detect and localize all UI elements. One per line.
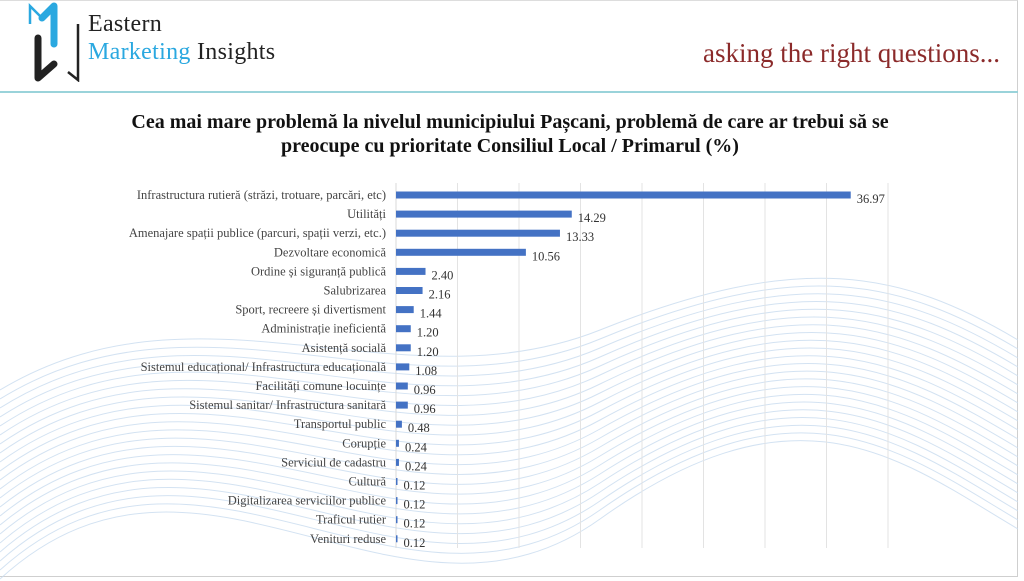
bar bbox=[396, 325, 411, 333]
logo-word-marketing: Marketing bbox=[88, 39, 191, 65]
bar bbox=[396, 267, 426, 275]
data-label: 0.96 bbox=[414, 402, 436, 416]
data-label: 0.24 bbox=[405, 440, 428, 454]
bar bbox=[396, 516, 398, 524]
data-label: 36.97 bbox=[857, 192, 885, 206]
bar bbox=[396, 535, 398, 543]
category-label: Corupție bbox=[342, 436, 386, 450]
category-label: Sistemul educațional/ Infrastructura edu… bbox=[141, 360, 387, 374]
data-label: 2.16 bbox=[429, 288, 451, 302]
decorative-waves bbox=[0, 277, 1018, 580]
bar bbox=[396, 401, 408, 409]
bar bbox=[396, 210, 572, 218]
category-label: Utilități bbox=[347, 207, 386, 221]
bar bbox=[396, 287, 423, 294]
category-label: Infrastructura rutieră (străzi, trotuare… bbox=[137, 188, 386, 202]
data-label: 0.12 bbox=[404, 479, 426, 493]
data-label: 0.96 bbox=[414, 383, 436, 397]
category-label: Sistemul sanitar/ Infrastructura sanitar… bbox=[189, 398, 386, 412]
data-label: 0.12 bbox=[404, 517, 426, 531]
bar bbox=[396, 306, 414, 314]
bar bbox=[396, 344, 411, 352]
data-label: 0.12 bbox=[404, 536, 426, 550]
data-label: 0.12 bbox=[404, 498, 426, 512]
logo-icon bbox=[28, 2, 80, 82]
bar bbox=[396, 478, 398, 485]
bar bbox=[396, 191, 851, 199]
bar bbox=[396, 420, 402, 428]
logo-text: Eastern Marketing Insights bbox=[88, 10, 275, 66]
data-label: 10.56 bbox=[532, 249, 560, 263]
data-label: 1.20 bbox=[417, 326, 439, 340]
chart-title-line2: preocupe cu prioritate Consiliul Local /… bbox=[281, 135, 739, 157]
logo-word-insights: Insights bbox=[197, 39, 276, 65]
category-label: Cultură bbox=[349, 475, 387, 489]
category-label: Salubrizarea bbox=[324, 284, 387, 298]
bar bbox=[396, 439, 399, 447]
header-divider bbox=[0, 91, 1018, 93]
category-label: Amenajare spații publice (parcuri, spați… bbox=[129, 226, 386, 240]
bar bbox=[396, 248, 526, 256]
category-label: Ordine și siguranță publică bbox=[251, 264, 386, 278]
category-label: Sport, recreere și divertisment bbox=[235, 303, 386, 317]
category-label: Administrație ineficientă bbox=[261, 322, 386, 336]
chart-title: Cea mai mare problemă la nivelul municip… bbox=[40, 110, 980, 158]
bar bbox=[396, 363, 410, 371]
data-label: 1.44 bbox=[420, 307, 443, 321]
data-label: 1.20 bbox=[417, 345, 439, 359]
bar bbox=[396, 458, 399, 466]
category-label: Facilități comune locuințe bbox=[255, 379, 386, 393]
bar bbox=[396, 229, 560, 237]
logo-line1: Eastern bbox=[88, 11, 163, 37]
category-label: Venituri reduse bbox=[310, 532, 386, 546]
data-label: 13.33 bbox=[566, 230, 594, 244]
category-label: Serviciul de cadastru bbox=[281, 455, 387, 469]
category-label: Transportul public bbox=[294, 417, 387, 431]
category-label: Traficul rutier bbox=[316, 513, 387, 527]
tagline: asking the right questions... bbox=[703, 38, 1000, 68]
data-label: 2.40 bbox=[432, 268, 454, 282]
data-label: 14.29 bbox=[578, 211, 606, 225]
category-label: Asistență socială bbox=[302, 341, 387, 355]
category-label: Dezvoltare economică bbox=[274, 245, 387, 259]
bar bbox=[396, 497, 398, 505]
category-label: Digitalizarea serviciilor publice bbox=[228, 494, 387, 508]
data-label: 0.24 bbox=[405, 459, 428, 473]
data-label: 0.48 bbox=[408, 421, 430, 435]
data-label: 1.08 bbox=[415, 364, 437, 378]
bar bbox=[396, 382, 408, 390]
chart-title-line1: Cea mai mare problemă la nivelul municip… bbox=[131, 111, 889, 133]
